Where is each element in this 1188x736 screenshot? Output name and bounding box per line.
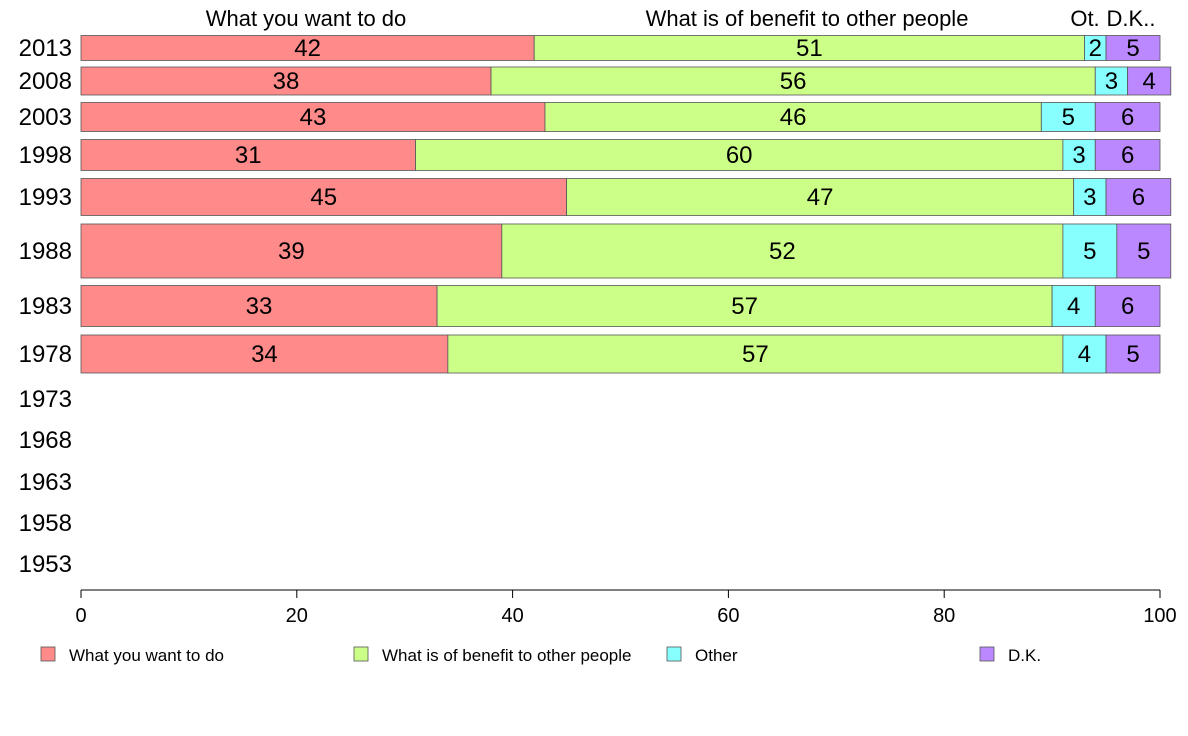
bar-segment bbox=[1062, 334, 1107, 374]
bar-segment bbox=[1127, 66, 1172, 96]
data-label: 6 bbox=[1121, 142, 1134, 169]
bar-segment bbox=[447, 334, 1064, 374]
bar-segment bbox=[544, 102, 1042, 132]
bar-segment bbox=[1051, 285, 1096, 327]
x-axis: 0 20 40 60 80 100 bbox=[75, 589, 1177, 627]
x-tick-label: 60 bbox=[717, 605, 739, 627]
data-label: 5 bbox=[1126, 341, 1139, 368]
legend-label: What is of benefit to other people bbox=[382, 646, 632, 665]
data-label: 47 bbox=[807, 184, 834, 211]
legend-swatch bbox=[353, 646, 369, 662]
data-label: 56 bbox=[780, 68, 807, 95]
data-label: 31 bbox=[235, 142, 262, 169]
bar-segment bbox=[80, 223, 503, 279]
data-label: 45 bbox=[310, 184, 337, 211]
legend-label: Other bbox=[695, 646, 738, 665]
legend-swatch bbox=[40, 646, 56, 662]
data-label: 3 bbox=[1105, 68, 1118, 95]
bar-segment bbox=[1105, 178, 1172, 216]
bar-segment bbox=[1040, 102, 1096, 132]
x-tick-label: 100 bbox=[1143, 605, 1176, 627]
bar-segment bbox=[566, 178, 1075, 216]
bar-segment bbox=[436, 285, 1053, 327]
bar-segment bbox=[1094, 66, 1129, 96]
data-label: 60 bbox=[726, 142, 753, 169]
bar-segment bbox=[501, 223, 1064, 279]
bar-segment bbox=[1105, 334, 1161, 374]
data-label: 3 bbox=[1083, 184, 1096, 211]
bar-segment bbox=[1094, 285, 1161, 327]
data-label: 6 bbox=[1121, 104, 1134, 131]
year-label: 1963 bbox=[19, 469, 72, 496]
bar-segment bbox=[1094, 139, 1161, 171]
year-label: 1988 bbox=[19, 238, 72, 265]
bar-segment bbox=[533, 35, 1085, 61]
bars: 42 51 2 538 56 3 443 46 5 631 60 3 645 47 3 639 52 5 533 57… bbox=[80, 35, 1172, 374]
data-label: 4 bbox=[1078, 341, 1091, 368]
bar-segment bbox=[80, 139, 416, 171]
x-tick-label: 0 bbox=[75, 605, 86, 627]
year-label: 1978 bbox=[19, 341, 72, 368]
column-headers: What you want to do What is of benefit to… bbox=[206, 6, 1156, 31]
data-label: 3 bbox=[1072, 142, 1085, 169]
data-label: 46 bbox=[780, 104, 807, 131]
bar-segment bbox=[80, 66, 492, 96]
legend-label: What you want to do bbox=[69, 646, 224, 665]
bar-segment bbox=[1105, 35, 1161, 61]
legend-swatch bbox=[979, 646, 995, 662]
data-label: 34 bbox=[251, 341, 278, 368]
year-label: 2013 bbox=[19, 35, 72, 62]
year-label: 1958 bbox=[19, 510, 72, 537]
year-label: 1953 bbox=[19, 551, 72, 578]
year-label: 2008 bbox=[19, 68, 72, 95]
data-label: 5 bbox=[1062, 104, 1075, 131]
year-label: 1973 bbox=[19, 386, 72, 413]
x-tick-label: 40 bbox=[501, 605, 523, 627]
data-label: 6 bbox=[1121, 293, 1134, 320]
column-header: What you want to do bbox=[206, 6, 407, 31]
data-label: 5 bbox=[1126, 35, 1139, 62]
data-label: 4 bbox=[1143, 68, 1156, 95]
data-label: 43 bbox=[300, 104, 327, 131]
data-label: 33 bbox=[246, 293, 273, 320]
data-label: 39 bbox=[278, 238, 305, 265]
year-label: 1993 bbox=[19, 184, 72, 211]
bar-segment bbox=[80, 285, 438, 327]
bar-segment bbox=[80, 35, 535, 61]
data-label: 6 bbox=[1132, 184, 1145, 211]
data-label: 5 bbox=[1083, 238, 1096, 265]
bar-segment bbox=[1094, 102, 1161, 132]
bar-segment bbox=[80, 102, 546, 132]
bar-segment bbox=[1073, 178, 1107, 216]
year-labels: 2013 2008 2003 1998 1993 1988 1983 1978 1973 1968… bbox=[19, 35, 72, 578]
bar-segment bbox=[490, 66, 1096, 96]
data-label: 52 bbox=[769, 238, 796, 265]
bar-segment bbox=[1062, 139, 1096, 171]
data-label: 4 bbox=[1067, 293, 1080, 320]
bar-segment bbox=[1062, 223, 1118, 279]
data-label: 5 bbox=[1137, 238, 1150, 265]
year-label: 2003 bbox=[19, 104, 72, 131]
column-header: D.K.. bbox=[1107, 6, 1156, 31]
legend: What you want to do What is of benefit to… bbox=[40, 646, 1041, 665]
year-label: 1983 bbox=[19, 293, 72, 320]
data-label: 51 bbox=[796, 35, 823, 62]
data-label: 42 bbox=[294, 35, 321, 62]
data-label: 2 bbox=[1089, 35, 1102, 62]
data-label: 38 bbox=[273, 68, 300, 95]
bar-segment bbox=[415, 139, 1064, 171]
column-header: Ot. bbox=[1070, 6, 1099, 31]
x-tick-label: 20 bbox=[286, 605, 308, 627]
year-label: 1968 bbox=[19, 427, 72, 454]
column-header: What is of benefit to other people bbox=[646, 6, 969, 31]
x-tick-label: 80 bbox=[933, 605, 955, 627]
data-label: 57 bbox=[742, 341, 769, 368]
bar-segment bbox=[80, 178, 567, 216]
bar-segment bbox=[1116, 223, 1172, 279]
year-label: 1998 bbox=[19, 142, 72, 169]
legend-swatch bbox=[666, 646, 682, 662]
data-label: 57 bbox=[731, 293, 758, 320]
legend-label: D.K. bbox=[1008, 646, 1041, 665]
